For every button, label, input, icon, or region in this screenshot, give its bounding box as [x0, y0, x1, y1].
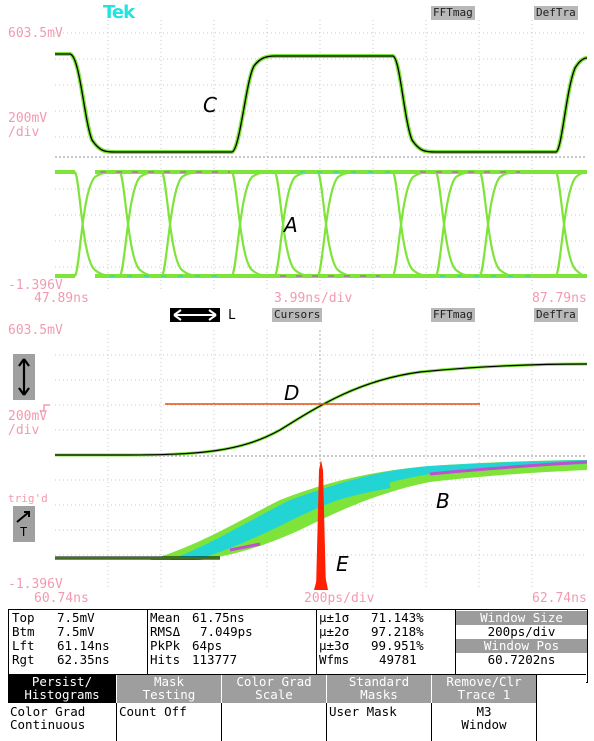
trace-a-label: A	[284, 213, 298, 237]
bottom-x-right-label: 62.74ns	[532, 591, 587, 606]
trigd-label: trig'd	[8, 492, 48, 505]
meas-top-value: 7.5mV	[57, 610, 95, 625]
trace-c-label: C	[203, 93, 217, 117]
meas-sigma3-name: μ±3σ	[319, 638, 350, 653]
meas-pkpk-value: 64ps	[192, 638, 223, 653]
top-x-left-label: 47.89ns	[34, 291, 89, 306]
remove-clr-trace-button[interactable]: Remove/Clr Trace 1	[432, 675, 536, 703]
bottom-y-scale-label: 200mV /div	[8, 409, 48, 438]
meas-rms-value: 7.049ps	[200, 624, 253, 639]
bottom-graticule	[55, 330, 587, 590]
top-y-scale-label: 200mV /div	[8, 111, 48, 140]
meas-wfms-name: Wfms	[319, 652, 350, 667]
meas-btm-name: Btm	[12, 624, 35, 639]
def-tra-button[interactable]: DefTra	[534, 6, 578, 20]
meas-mean-value: 61.75ns	[192, 610, 245, 625]
meas-mean-name: Mean	[150, 610, 181, 625]
meas-rgt-name: Rgt	[12, 652, 35, 667]
meas-top-name: Top	[12, 610, 35, 625]
cursors-button[interactable]: Cursors	[272, 308, 323, 322]
horizontal-arrows-icon[interactable]	[170, 308, 220, 322]
trace-b-persist	[55, 362, 588, 560]
meas-hits-name: Hits	[150, 652, 181, 667]
trace-a-eye	[55, 170, 588, 278]
bottom-menu: Persist/ Histograms Mask Testing Color G…	[8, 674, 586, 741]
standard-masks-value: User Mask	[329, 704, 397, 719]
def-tra-button-2[interactable]: DefTra	[534, 308, 578, 322]
window-pos-header[interactable]: Window Pos	[456, 639, 587, 653]
meas-sigma1-value: 71.143%	[371, 610, 424, 625]
persist-histograms-button[interactable]: Persist/ Histograms	[8, 675, 116, 703]
mask-testing-value: Count Off	[119, 704, 187, 719]
meas-sigma3-value: 99.951%	[371, 638, 424, 653]
fft-mag-button[interactable]: FFTmag	[431, 6, 475, 20]
mask-testing-button[interactable]: Mask Testing	[117, 675, 221, 703]
bottom-y-top-label: 603.5mV	[8, 323, 63, 338]
top-x-right-label: 87.79ns	[532, 291, 587, 306]
meas-lft-name: Lft	[12, 638, 35, 653]
trigger-t-label: T	[20, 525, 28, 539]
window-size-header[interactable]: Window Size	[456, 611, 587, 625]
bottom-y-bottom-label: -1.396V	[8, 577, 63, 592]
tek-logo: Tek	[103, 2, 135, 23]
trigger-slope-icon[interactable]: T	[13, 506, 35, 542]
histogram-e-label: E	[336, 552, 349, 576]
meas-lft-value: 61.14ns	[57, 638, 110, 653]
measurement-readout: Top 7.5mV Btm 7.5mV Lft 61.14ns Rgt 62.3…	[8, 609, 588, 683]
color-grad-scale-button[interactable]: Color Grad Scale	[222, 675, 326, 703]
meas-sigma2-name: μ±2σ	[319, 624, 350, 639]
cursor-marker-icon	[40, 403, 50, 413]
meas-sigma2-value: 97.218%	[371, 624, 424, 639]
meas-wfms-value: 49781	[379, 652, 417, 667]
histogram-e-spike	[316, 460, 326, 590]
meas-pkpk-name: PkPk	[150, 638, 181, 653]
meas-rms-name: RMSΔ	[150, 624, 181, 639]
trace-b-label: B	[436, 489, 450, 513]
standard-masks-button[interactable]: Standard Masks	[327, 675, 431, 703]
persist-histograms-value: Color Grad Continuous	[10, 704, 86, 732]
top-graticule	[55, 20, 587, 290]
meas-rgt-value: 62.35ns	[57, 652, 110, 667]
top-x-scale-label: 3.99ns/div	[274, 291, 353, 306]
bottom-x-scale-label: 200ps/div	[304, 591, 375, 606]
cursor-d-label: D	[284, 381, 300, 405]
top-y-bottom-label: -1.396V	[8, 278, 63, 293]
top-y-top-label: 603.5mV	[8, 26, 63, 41]
bottom-x-left-label: 60.74ns	[34, 591, 89, 606]
meas-sigma1-name: μ±1σ	[319, 610, 350, 625]
meas-hits-value: 113777	[192, 652, 238, 667]
horizontal-mode-label: L	[228, 308, 236, 323]
remove-clr-trace-value: M3 Window	[461, 704, 507, 732]
vertical-arrows-icon[interactable]	[13, 354, 35, 400]
window-pos-value[interactable]: 60.7202ns	[487, 652, 556, 667]
meas-btm-value: 7.5mV	[57, 624, 95, 639]
window-size-value[interactable]: 200ps/div	[487, 624, 556, 639]
fft-mag-button-2[interactable]: FFTmag	[431, 308, 475, 322]
